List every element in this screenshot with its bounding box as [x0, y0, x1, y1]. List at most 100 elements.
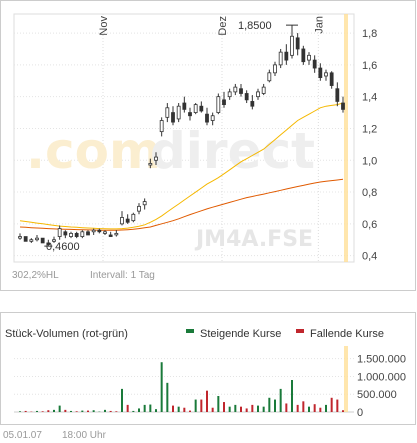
candles	[18, 25, 345, 247]
month-label: Nov	[98, 16, 110, 36]
volume-bar-down	[109, 410, 112, 412]
volume-bar-up	[228, 406, 231, 412]
candle	[35, 234, 39, 242]
footer-date: 05.01.07	[3, 430, 42, 441]
volume-bar-down	[313, 404, 316, 412]
footer-time: 18:00 Uhr	[62, 430, 107, 441]
candle	[40, 237, 45, 244]
volume-bar-down	[87, 410, 89, 412]
legend-down-swatch	[296, 329, 304, 333]
month-label: Jan	[313, 16, 325, 34]
candle	[273, 61, 277, 76]
price-grid	[14, 14, 354, 262]
volume-bar-down	[75, 411, 78, 412]
candle	[284, 44, 289, 65]
volume-bar-up	[138, 408, 140, 412]
candle	[91, 228, 96, 235]
candle	[193, 103, 198, 115]
volume-tick-label: 0	[357, 407, 363, 419]
candle	[239, 83, 243, 97]
price-tick-label: 1,8	[362, 28, 377, 40]
volume-bar-up	[166, 382, 169, 412]
candle	[290, 25, 294, 59]
moving-averages	[19, 102, 344, 231]
price-tick-label: 1,0	[362, 155, 377, 167]
volume-bar-up	[58, 405, 61, 412]
candle	[108, 231, 113, 237]
candle	[97, 228, 102, 234]
volume-bar-up	[104, 409, 106, 412]
candle	[131, 212, 136, 223]
volume-bar-down	[47, 410, 50, 412]
volume-bar-up	[194, 399, 197, 412]
candle	[69, 231, 73, 239]
moving-average-line	[19, 102, 344, 230]
moving-average-line	[19, 178, 344, 231]
current-day-highlight	[344, 14, 348, 262]
candle	[301, 45, 306, 65]
interval-readout: Intervall: 1 Tag	[90, 270, 155, 281]
volume-bar-down	[211, 407, 214, 412]
volume-bar-up	[274, 399, 276, 412]
price-tick-label: 0,4	[362, 251, 377, 263]
volume-bar-down	[302, 401, 305, 412]
price-tick-label: 0,8	[362, 187, 377, 199]
candle	[182, 96, 187, 113]
candle	[250, 95, 255, 110]
volume-bar-down	[342, 410, 344, 412]
volume-bar-down	[200, 399, 203, 412]
candle	[329, 71, 334, 89]
candle	[307, 52, 311, 65]
candle	[165, 103, 170, 123]
volume-tick-label: 1.500.000	[357, 354, 406, 366]
price-tick-label: 0,6	[362, 219, 377, 231]
legend-down-label: Fallende Kurse	[310, 328, 384, 340]
candle	[125, 214, 130, 224]
volume-bar-down	[285, 403, 288, 412]
candle	[278, 48, 283, 69]
candle	[52, 236, 56, 243]
candle	[205, 107, 209, 126]
highlight-band	[344, 14, 348, 262]
candle	[335, 82, 340, 107]
price-tick-label: 1,2	[362, 123, 377, 135]
volume-bar-up	[53, 409, 55, 412]
candle	[74, 231, 79, 239]
volume-bar-up	[143, 404, 146, 412]
volume-bar-up	[132, 410, 135, 412]
candle	[148, 158, 153, 169]
candle	[295, 33, 300, 56]
candle	[80, 230, 85, 239]
volume-tick-label: 1.000.000	[357, 371, 406, 383]
volume-bar-up	[155, 409, 157, 412]
candle	[222, 91, 226, 108]
candle	[159, 117, 164, 137]
volume-axis-labels: 1.500.000 1.000.000 500.000 0	[357, 354, 406, 419]
volume-bars	[19, 362, 344, 412]
volume-bar-down	[115, 411, 118, 412]
volume-bar-down	[330, 397, 333, 412]
volume-day-highlight	[344, 346, 348, 412]
candle	[318, 63, 323, 81]
candle	[210, 112, 215, 126]
volume-bar-up	[36, 410, 38, 412]
volume-bar-down	[41, 411, 44, 412]
volume-bar-down	[296, 404, 299, 412]
volume-bar-up	[325, 404, 327, 412]
volume-bar-down	[240, 406, 242, 412]
price-axis-labels: Nov Dez Jan 1,8 1,6 1,4 1,2 1,0 0,8 0,6 0,4	[98, 16, 377, 263]
volume-bar-up	[160, 362, 163, 412]
candle	[171, 106, 175, 126]
volume-bar-up	[92, 410, 95, 412]
candle	[154, 152, 158, 166]
volume-bar-down	[189, 410, 191, 412]
volume-bar-down	[206, 390, 208, 412]
candle	[120, 211, 124, 226]
candle	[256, 88, 260, 100]
volume-bar-up	[308, 406, 310, 412]
candle	[261, 83, 266, 96]
candle	[29, 238, 34, 243]
legend-up-label: Steigende Kurse	[200, 328, 281, 340]
volume-bar-down	[251, 404, 254, 412]
